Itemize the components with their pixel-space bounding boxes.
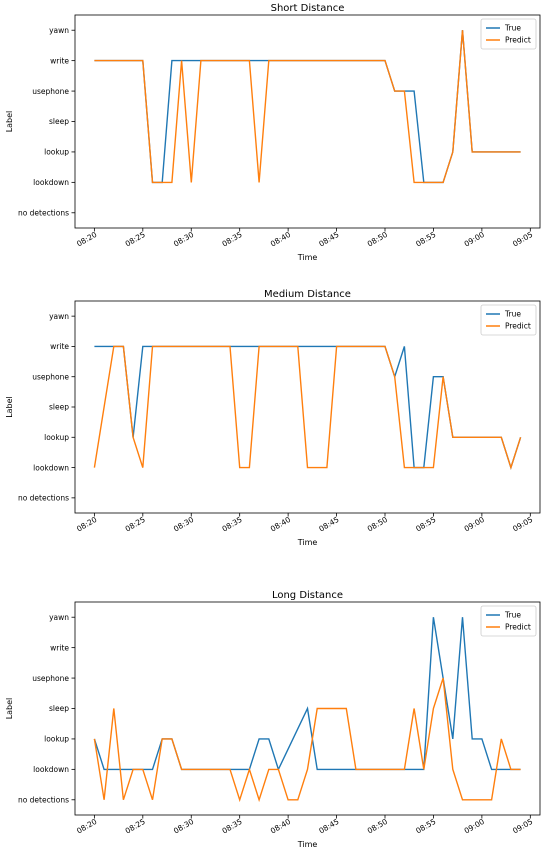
x-tick-label: 08:25 [124,817,147,836]
y-tick-label: lookdown [33,765,69,774]
x-axis-label: Time [297,840,318,848]
x-tick-label: 09:00 [463,515,486,534]
x-tick-label: 08:55 [414,515,437,534]
x-tick-label: 08:20 [75,230,98,249]
y-tick-label: write [50,56,69,65]
x-tick-label: 09:05 [511,817,534,836]
y-axis-label: Label [5,698,14,720]
legend-label-predict: Predict [505,36,531,45]
x-tick-label: 08:45 [317,817,340,836]
legend-label-true: True [504,611,521,620]
x-tick-label: 09:00 [463,817,486,836]
plot-frame [74,300,541,514]
y-axis-label: Label [5,111,14,133]
y-tick-label: yawn [49,613,69,622]
y-tick-label: write [50,342,69,351]
x-tick-label: 08:35 [220,230,243,249]
y-tick-label: usephone [32,87,69,96]
y-tick-label: no detections [18,494,69,503]
y-tick-label: no detections [18,795,69,804]
series-line-predict [93,345,522,470]
y-tick-label: usephone [32,674,69,683]
x-axis-label: Time [297,253,318,262]
legend-label-predict: Predict [505,322,531,331]
y-tick-label: lookdown [33,178,69,187]
x-tick-label: 08:35 [220,817,243,836]
x-tick-label: 08:30 [172,230,195,249]
x-tick-label: 09:05 [511,230,534,249]
y-axis-label: Label [5,396,14,418]
x-tick-label: 08:25 [124,230,147,249]
legend-label-predict: Predict [505,623,531,632]
x-tick-label: 09:00 [463,230,486,249]
y-tick-label: lookdown [33,463,69,472]
y-tick-label: usephone [32,372,69,381]
x-tick-label: 08:55 [414,230,437,249]
x-tick-label: 08:20 [75,515,98,534]
legend-label-true: True [504,310,521,319]
chart-1: no detections lookdown lookup sleep usephone… [5,289,541,547]
series-line-predict [94,30,521,184]
x-tick-label: 08:30 [172,515,195,534]
legend-box [480,304,537,336]
y-tick-label: sleep [49,403,69,412]
x-tick-label: 08:40 [269,817,292,836]
x-tick-label: 08:50 [366,230,389,249]
legend: True Predict [480,18,537,50]
chart-title: Long Distance [272,590,343,601]
x-tick-label: 08:35 [220,515,243,534]
chart-0: no detections lookdown lookup sleep usephone… [5,3,541,262]
x-tick-label: 08:55 [414,817,437,836]
chart-2: no detections lookdown lookup sleep usephone… [5,590,541,848]
legend: True Predict [480,304,537,336]
y-tick-label: lookup [44,735,69,744]
y-tick-label: sleep [49,117,69,126]
y-tick-label: sleep [49,704,69,713]
series-line-true [93,617,521,772]
legend-box [480,605,537,637]
x-tick-label: 08:40 [269,515,292,534]
series-line-true [94,345,522,470]
legend-label-true: True [504,24,521,33]
x-tick-label: 08:25 [124,515,147,534]
x-tick-label: 08:30 [172,817,195,836]
x-tick-label: 09:05 [511,515,534,534]
legend-box [480,18,537,50]
y-tick-label: no detections [18,208,69,217]
y-tick-label: yawn [49,26,69,35]
x-tick-label: 08:20 [75,817,98,836]
y-tick-label: lookup [44,148,69,157]
chart-title: Short Distance [271,3,345,14]
x-tick-label: 08:40 [269,230,292,249]
y-tick-label: yawn [49,312,69,321]
series-line-predict [93,677,521,803]
x-tick-label: 08:50 [366,817,389,836]
x-tick-label: 08:50 [366,515,389,534]
x-axis-label: Time [297,538,318,547]
chart-title: Medium Distance [264,289,351,300]
legend: True Predict [480,605,537,637]
x-tick-label: 08:45 [317,515,340,534]
y-tick-label: lookup [44,433,69,442]
x-tick-label: 08:45 [317,230,340,249]
y-tick-label: write [50,643,69,652]
